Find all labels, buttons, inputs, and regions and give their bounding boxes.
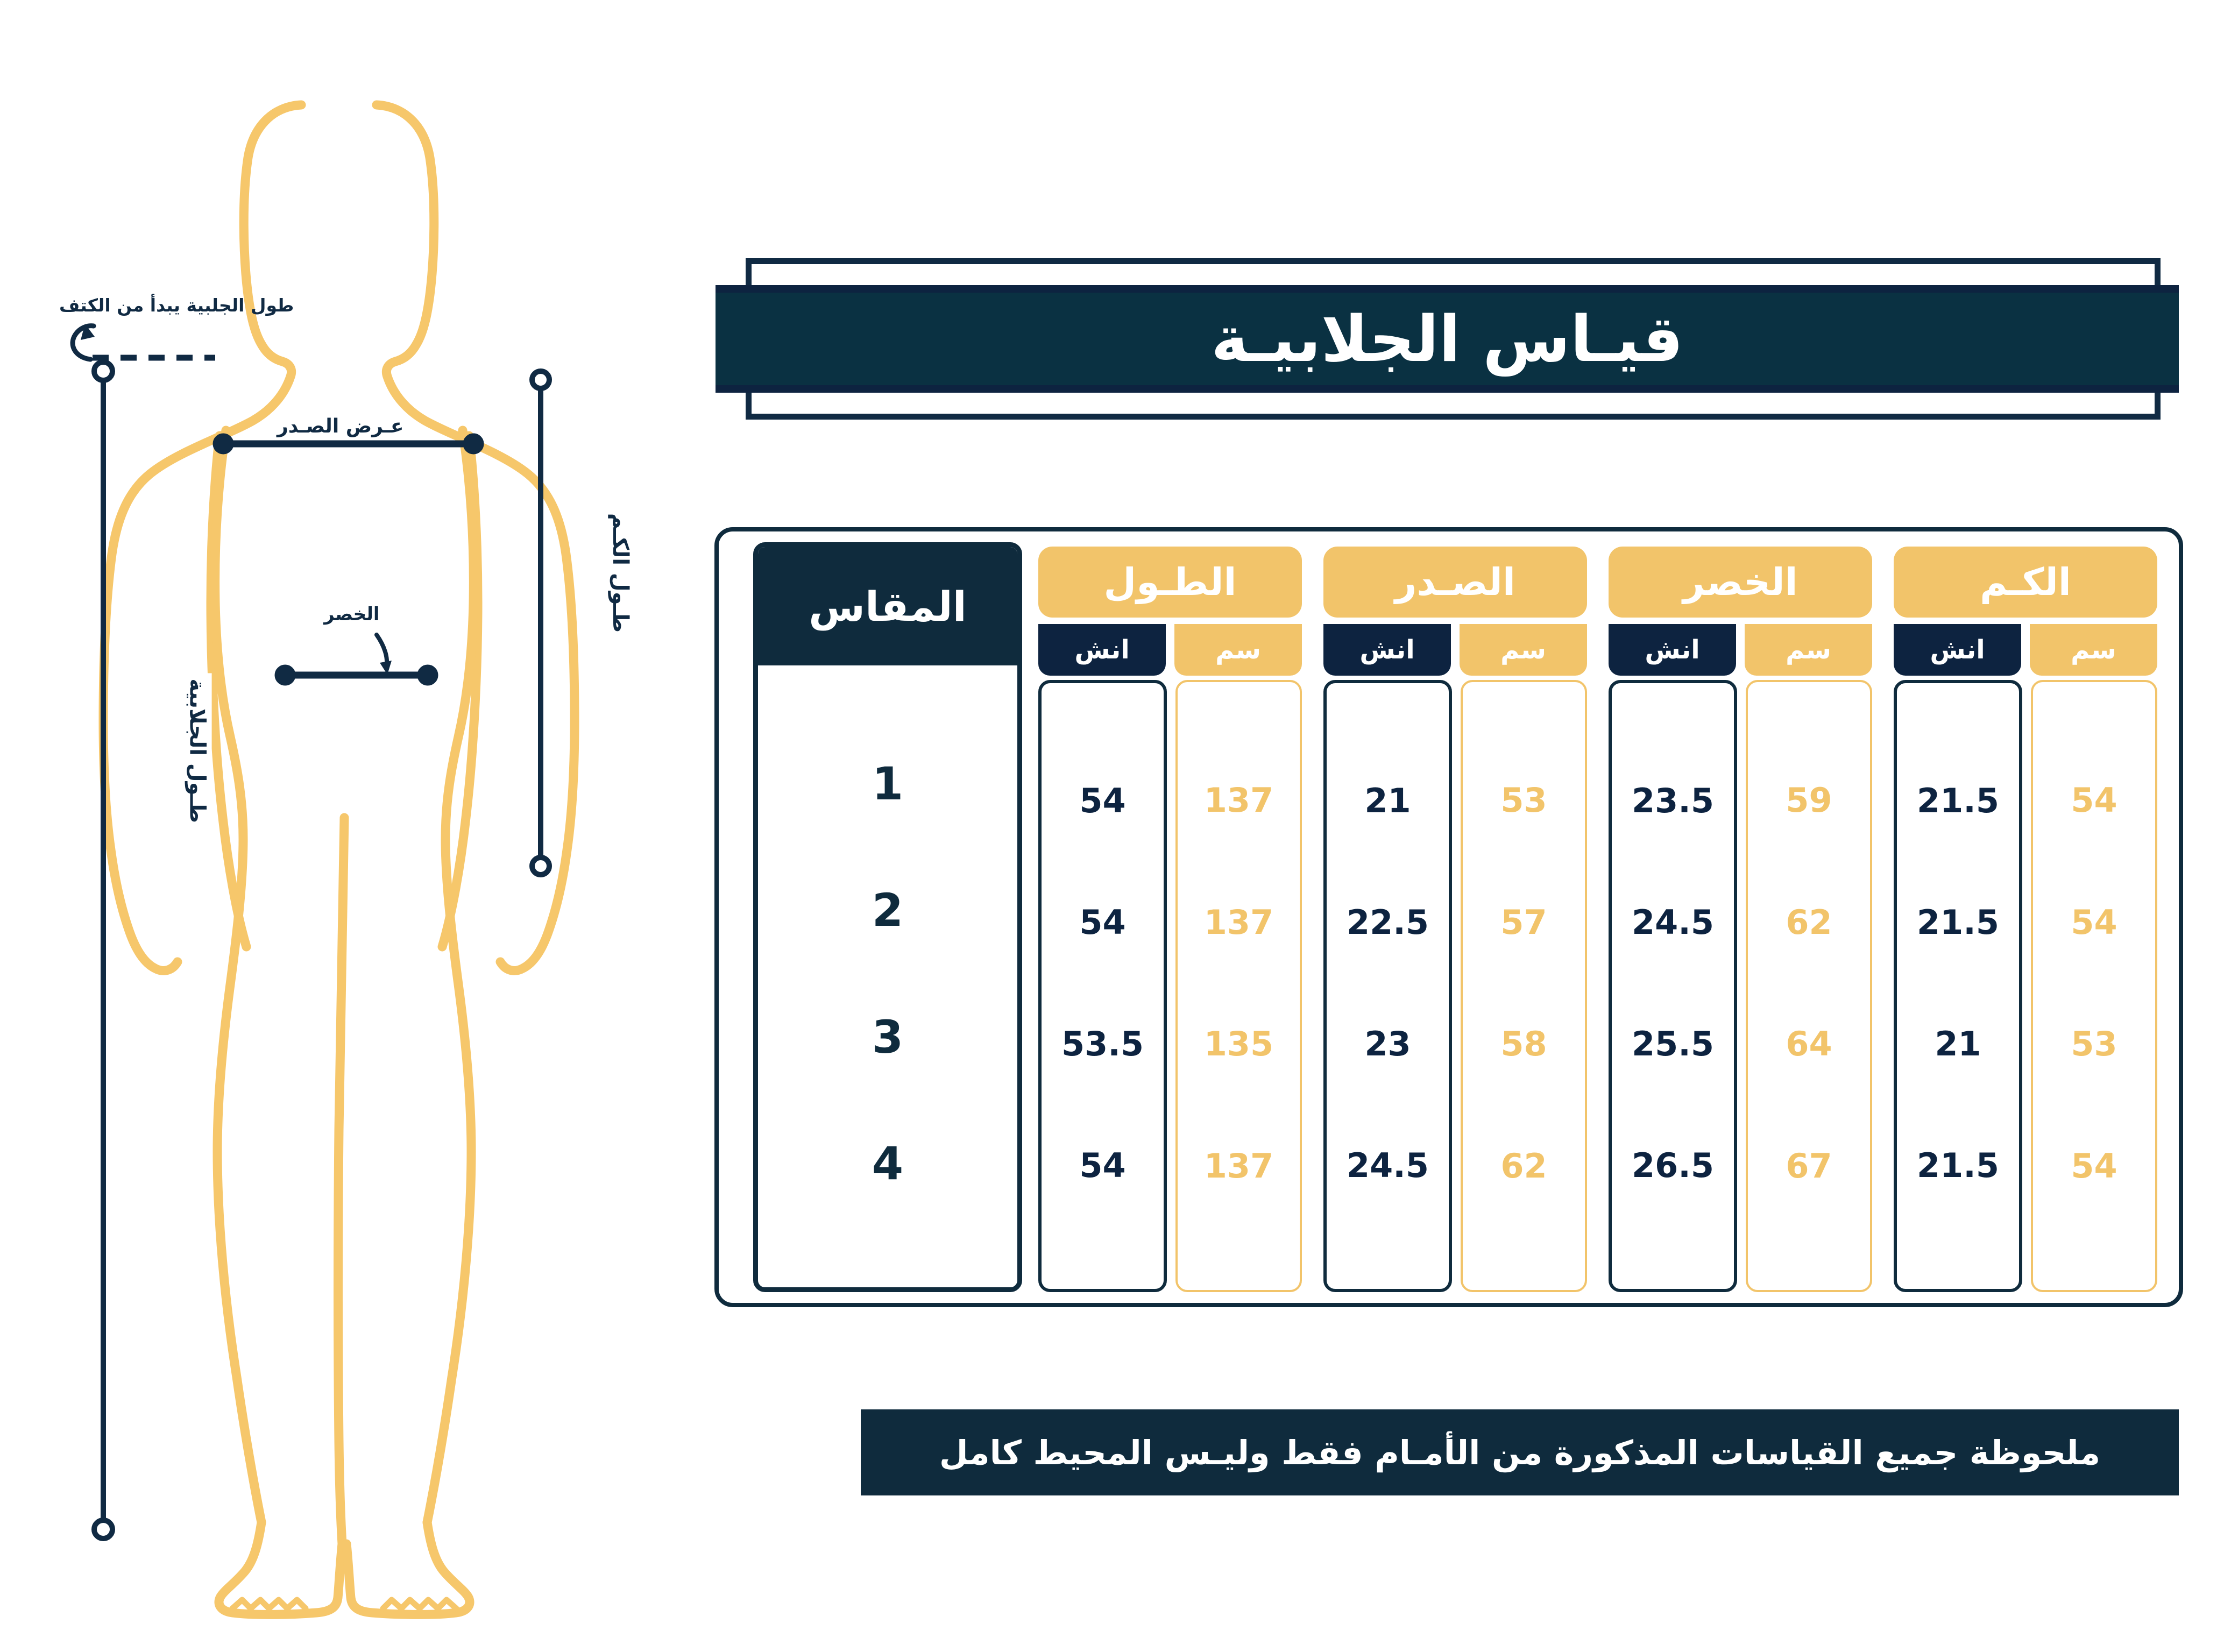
cell-inch-waist-1: 23.5 [1632,781,1714,820]
unit-header-inch-sleeve: انش [1894,624,2021,676]
column-header-waist: الخصر [1609,547,1872,618]
sleeve-length-label: طـول الكـم [606,507,635,638]
cell-cm-chest-4: 62 [1500,1146,1547,1186]
value-columns-length: 137 137 135 137 54 54 53.5 54 [1038,680,1302,1292]
values-cm-waist: 59 62 64 67 [1746,680,1872,1292]
size-column-body: 1 2 3 4 [758,665,1017,1287]
measure-group-sleeve: الكـم سم انش 54 54 53 54 21.5 21.5 2 [1883,542,2168,1292]
size-value-2: 2 [872,884,904,937]
shoulder-guide-icon [70,323,215,362]
unit-header-inch-waist: انش [1609,624,1736,676]
waist-pointer-arrow-icon [380,661,392,675]
unit-row-length: سم انش [1038,624,1302,676]
cell-cm-length-2: 137 [1203,902,1274,942]
unit-header-cm-waist: سم [1745,624,1872,676]
unit-row-sleeve: سم انش [1894,624,2157,676]
waist-measure-line [274,664,438,686]
cell-cm-sleeve-3: 53 [2071,1024,2117,1064]
cell-inch-sleeve-1: 21.5 [1917,781,1999,820]
size-table: الكـم سم انش 54 54 53 54 21.5 21.5 2 [714,527,2183,1307]
value-columns-waist: 59 62 64 67 23.5 24.5 25.5 26.5 [1609,680,1872,1292]
cell-inch-length-2: 54 [1079,903,1126,942]
cell-inch-sleeve-2: 21.5 [1917,903,1999,942]
value-columns-chest: 53 57 58 62 21 22.5 23 24.5 [1323,680,1587,1292]
cell-inch-chest-3: 23 [1364,1024,1411,1063]
cell-inch-chest-4: 24.5 [1347,1146,1429,1185]
cell-cm-length-1: 137 [1203,780,1274,820]
cell-cm-waist-4: 67 [1786,1146,1832,1186]
cell-cm-sleeve-4: 54 [2071,1146,2117,1186]
unit-row-chest: سم انش [1323,624,1587,676]
sleeve-length-ruler [529,368,552,877]
female-body-silhouette-svg [70,100,579,1619]
column-header-length: الطـول [1038,547,1302,618]
chart-content-panel: قيـاس الجلابيـة الكـم سم انش 54 54 53 54 [689,0,2224,1652]
cell-cm-sleeve-2: 54 [2071,902,2117,942]
unit-header-inch-length: انش [1038,624,1166,676]
cell-inch-waist-3: 25.5 [1632,1024,1714,1063]
page-title: قيـاس الجلابيـة [1211,302,1683,376]
cell-inch-waist-2: 24.5 [1632,903,1714,942]
cell-inch-length-1: 54 [1079,781,1126,820]
cell-cm-chest-1: 53 [1500,780,1547,820]
size-value-4: 4 [872,1137,904,1190]
jalabiya-length-ruler [91,359,115,1541]
note-bar: ملحوظة جميع القياسات المذكورة من الأمـام… [861,1409,2179,1495]
chest-width-measure-line [213,433,484,455]
values-cm-sleeve: 54 54 53 54 [2031,680,2157,1292]
title-block: قيـاس الجلابيـة [716,258,2179,420]
cell-cm-length-3: 135 [1203,1024,1274,1064]
cell-inch-length-4: 54 [1079,1146,1126,1185]
measurement-annotations [70,323,552,1541]
values-inch-sleeve: 21.5 21.5 21 21.5 [1894,680,2022,1292]
measure-group-waist: الخصر سم انش 59 62 64 67 23.5 24.5 2 [1598,542,1883,1292]
column-header-chest: الصـدر [1323,547,1587,618]
cell-cm-length-4: 137 [1203,1146,1274,1186]
body-diagram-panel: طول الجلبية يبدأ من الكتف عـرض الصـدر ال… [0,0,689,1652]
unit-row-waist: سم انش [1609,624,1872,676]
values-inch-chest: 21 22.5 23 24.5 [1323,680,1452,1292]
cell-cm-waist-2: 62 [1786,902,1832,942]
value-columns-sleeve: 54 54 53 54 21.5 21.5 21 21.5 [1894,680,2157,1292]
jalabiya-length-label: طـول الجلابية [182,673,212,828]
size-value-1: 1 [872,757,904,810]
silhouette-outline [98,100,579,1619]
cell-cm-chest-2: 57 [1500,902,1547,942]
cell-inch-length-3: 53.5 [1061,1024,1144,1063]
measure-group-length: الطـول سم انش 137 137 135 137 54 54 [1028,542,1313,1292]
values-inch-length: 54 54 53.5 54 [1038,680,1167,1292]
values-cm-length: 137 137 135 137 [1175,680,1302,1292]
size-column-header: المقاس [758,547,1017,665]
cell-cm-waist-1: 59 [1786,780,1832,820]
cell-cm-sleeve-1: 54 [2071,780,2117,820]
cell-cm-waist-3: 64 [1786,1024,1832,1064]
cell-inch-chest-1: 21 [1364,781,1411,820]
unit-header-cm-length: سم [1174,624,1302,676]
note-text: ملحوظة جميع القياسات المذكورة من الأمـام… [939,1433,2101,1472]
cell-inch-waist-4: 26.5 [1632,1146,1714,1185]
chest-width-label: عـرض الصـدر [272,415,409,437]
size-column: المقاس 1 2 3 4 [753,542,1022,1292]
measure-group-chest: الصـدر سم انش 53 57 58 62 21 22.5 23 [1313,542,1598,1292]
unit-header-inch-chest: انش [1323,624,1451,676]
unit-header-cm-sleeve: سم [2030,624,2157,676]
waist-label: الخصر [320,604,384,625]
column-header-sleeve: الكـم [1894,547,2157,618]
cell-inch-chest-2: 22.5 [1347,903,1429,942]
unit-header-cm-chest: سم [1460,624,1587,676]
size-value-3: 3 [872,1010,904,1063]
shoulder-note-label: طول الجلبية يبدأ من الكتف [59,295,294,316]
cell-cm-chest-3: 58 [1500,1024,1547,1064]
values-cm-chest: 53 57 58 62 [1461,680,1587,1292]
values-inch-waist: 23.5 24.5 25.5 26.5 [1609,680,1737,1292]
title-band: قيـاس الجلابيـة [716,285,2179,393]
cell-inch-sleeve-4: 21.5 [1917,1146,1999,1185]
size-table-columns: الكـم سم انش 54 54 53 54 21.5 21.5 2 [729,542,2168,1292]
cell-inch-sleeve-3: 21 [1935,1024,1981,1063]
